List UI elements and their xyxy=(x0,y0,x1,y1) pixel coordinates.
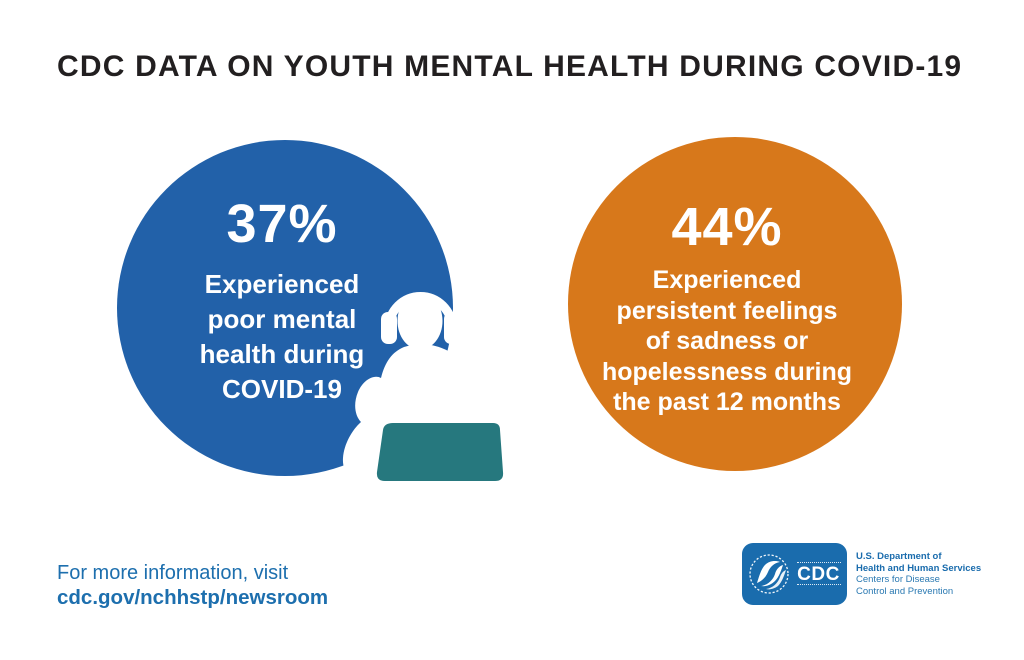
stat-orange-line: of sadness or xyxy=(645,327,809,355)
headphone-earcup-left-icon xyxy=(381,312,397,344)
dept-line-bold: Health and Human Services xyxy=(856,562,982,574)
orange-circle xyxy=(568,137,902,471)
stat-orange-line: the past 12 months xyxy=(613,388,841,416)
cdc-microtext-bottom xyxy=(796,583,841,587)
page-title: CDC DATA ON YOUTH MENTAL HEALTH DURING C… xyxy=(57,50,963,83)
stat-blue-value: 37% xyxy=(226,194,338,254)
person-laptop-silhouette-icon xyxy=(342,292,504,485)
headphone-earcup-right-icon xyxy=(444,312,460,344)
stat-orange: 44% Experienced persistent feelings of s… xyxy=(577,200,877,418)
footer-link[interactable]: cdc.gov/nchhstp/newsroom xyxy=(57,586,329,609)
stat-blue-line: health during xyxy=(199,339,365,369)
dept-line-bold: U.S. Department of xyxy=(856,551,942,562)
stat-blue-line: poor mental xyxy=(207,304,357,334)
hhs-eagle-icon xyxy=(748,554,789,594)
cdc-logo-box: CDC xyxy=(742,543,847,605)
stat-blue-line: COVID-19 xyxy=(222,374,342,404)
stat-blue: 37% Experienced poor mental health durin… xyxy=(132,197,432,407)
cdc-acronym-block: CDC xyxy=(795,561,843,587)
dept-line-regular: Centers for Disease xyxy=(856,574,940,585)
stat-orange-line: hopelessness during xyxy=(601,357,853,386)
dept-text: U.S. Department of Health and Human Serv… xyxy=(856,543,981,605)
footer: For more information, visit cdc.gov/nchh… xyxy=(57,561,328,610)
cdc-microtext-top xyxy=(796,561,841,565)
dept-line-regular: Control and Prevention xyxy=(856,585,954,597)
person-head xyxy=(397,292,443,350)
footer-info-text: For more information, visit xyxy=(57,562,289,584)
stat-blue-line: Experienced xyxy=(204,269,360,299)
stat-orange-line: Experienced xyxy=(652,266,802,294)
laptop-icon xyxy=(376,423,504,481)
cdc-logo: CDC U.S. Department of Health and Human … xyxy=(742,543,981,605)
cdc-acronym: CDC xyxy=(797,563,840,585)
stat-orange-line: persistent feelings xyxy=(616,296,838,325)
stat-orange-value: 44% xyxy=(671,197,783,257)
